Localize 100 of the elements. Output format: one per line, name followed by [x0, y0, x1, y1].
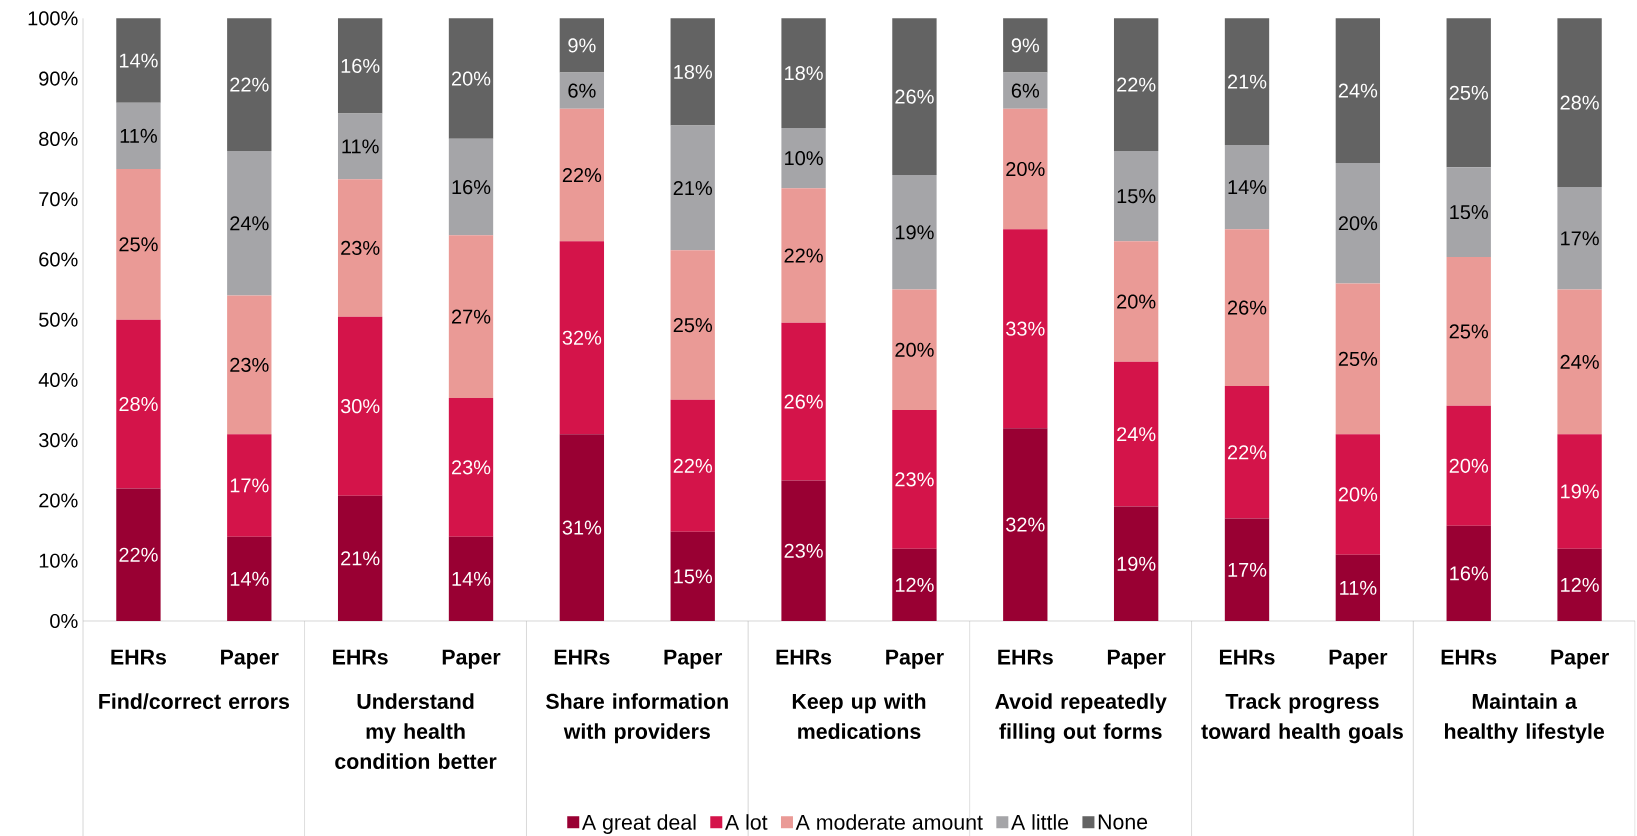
bar [227, 536, 272, 621]
data-label: 25% [1338, 351, 1378, 366]
bar [670, 125, 715, 251]
x-tick-label: Paper [664, 649, 723, 669]
data-label: 15% [1450, 205, 1489, 220]
x-tick-label: Paper [1551, 649, 1609, 669]
text: Avoid repeatedly filling out forms [995, 693, 1167, 744]
bar [1335, 434, 1381, 555]
bar [1003, 72, 1048, 109]
data-label: 16% [341, 58, 380, 74]
bar [1224, 144, 1270, 230]
data-label: 25% [1449, 324, 1489, 339]
text: Understand my health condition better [335, 693, 497, 769]
bar [781, 322, 826, 481]
data-label: 20% [1117, 294, 1156, 309]
data-label: 24% [230, 216, 269, 231]
data-label: 23% [784, 543, 823, 558]
data-label: 18% [785, 66, 823, 81]
bar [892, 410, 937, 549]
bar [1335, 283, 1381, 435]
x-tick-label: Paper [1107, 649, 1166, 669]
bar [781, 128, 826, 189]
bar [1446, 167, 1491, 257]
x-tick-label: EHRs [776, 649, 832, 665]
data-label: 22% [119, 547, 158, 562]
data-label: 23% [230, 357, 269, 372]
data-label: 22% [1117, 77, 1156, 92]
y-tick-label: 20% [39, 493, 78, 508]
bar [337, 18, 383, 114]
data-label: 9% [1011, 38, 1040, 53]
data-label: 20% [1006, 161, 1045, 177]
data-label: 21% [673, 180, 713, 196]
y-tick-label: 0% [50, 613, 78, 629]
bar [116, 319, 161, 489]
data-label: 14% [230, 571, 269, 586]
bar [892, 175, 937, 290]
data-label: 22% [562, 167, 602, 183]
x-tick-label: EHRs [998, 649, 1053, 665]
bar [1446, 18, 1491, 168]
bar [1224, 18, 1270, 145]
data-label: 12% [895, 577, 934, 592]
data-label: 28% [119, 396, 158, 412]
bar [892, 18, 937, 176]
data-label: 22% [784, 248, 823, 263]
data-label: 26% [895, 89, 934, 104]
bar [1335, 162, 1381, 284]
bar [116, 488, 161, 621]
y-tick-label: 80% [39, 131, 78, 146]
bar [1446, 525, 1491, 621]
data-label: 9% [568, 38, 596, 53]
bar [227, 18, 272, 151]
data-label: 20% [1338, 487, 1378, 502]
legend-label: A great deal [581, 814, 696, 835]
bar [337, 495, 383, 621]
data-label: 19% [895, 225, 934, 240]
y-tick-label: 90% [39, 71, 78, 86]
bar [227, 295, 272, 435]
data-label: 23% [341, 240, 380, 256]
bar [227, 150, 272, 296]
x-tick-label: EHRs [554, 649, 610, 665]
bar [1003, 229, 1048, 429]
bar [1557, 187, 1602, 290]
y-tick-label: 70% [39, 192, 78, 207]
bar [781, 480, 826, 621]
bar [116, 102, 161, 169]
bar [1446, 256, 1491, 406]
bar [1113, 18, 1159, 151]
data-label: 21% [1227, 74, 1267, 89]
data-label: 32% [1006, 517, 1045, 532]
x-tick-label: EHRs [333, 649, 388, 665]
data-label: 17% [1561, 231, 1599, 246]
data-label: 11% [1340, 580, 1377, 595]
bar [1113, 241, 1159, 362]
bar [1113, 361, 1159, 507]
bar [1003, 108, 1048, 230]
bar [448, 18, 494, 139]
data-label: 19% [1117, 556, 1156, 571]
text: Maintain a healthy lifestyle [1445, 693, 1605, 744]
bar [337, 179, 383, 317]
bar [781, 188, 826, 323]
bar [337, 316, 383, 496]
x-tick-label: Paper [1329, 649, 1388, 669]
x-tick-label: Paper [221, 649, 279, 669]
x-tick-label: EHRs [1441, 649, 1497, 665]
bar [1557, 434, 1602, 549]
data-label: 16% [1450, 566, 1489, 581]
bar [670, 250, 715, 400]
text: Find/correct errors [99, 693, 289, 710]
data-label: 27% [451, 309, 491, 324]
data-label: 12% [1561, 577, 1599, 592]
bar [670, 18, 715, 126]
bar [1224, 385, 1270, 519]
data-label: 6% [568, 83, 596, 98]
bar [1113, 150, 1159, 242]
bar [670, 399, 715, 532]
bar [448, 235, 494, 399]
data-label: 33% [1006, 321, 1045, 336]
y-tick-label: 10% [39, 553, 78, 568]
bar [1335, 554, 1381, 621]
text: Track progress toward health goals [1201, 693, 1403, 744]
